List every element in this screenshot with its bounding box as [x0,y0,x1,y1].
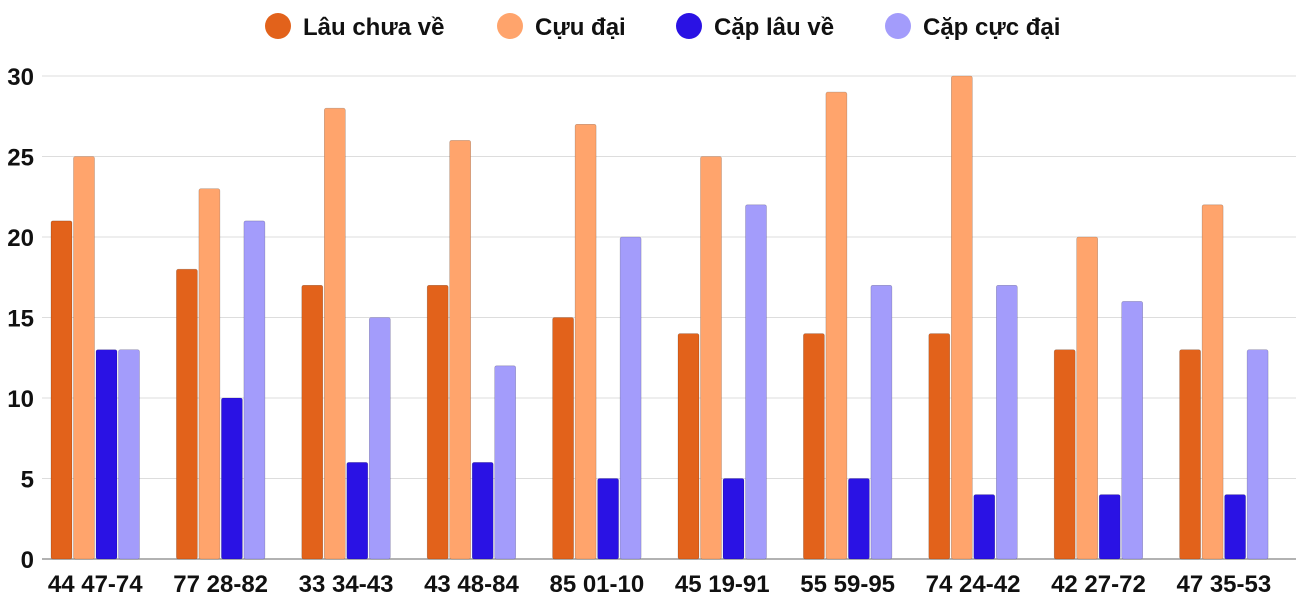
x-tick-label: 47 35-53 [1176,571,1271,598]
legend-swatch [885,13,911,39]
legend: Lâu chưa về Cựu đại Cặp lâu về Cặp cực đại [265,13,1060,41]
x-tick-label: 42 27-72 [1051,571,1146,598]
bar [722,478,745,560]
x-tick-label: 45 19-91 [675,571,770,598]
bar [848,478,870,560]
bar [426,284,449,560]
bar [1246,349,1269,560]
bar [1098,494,1121,560]
bar [1076,236,1098,560]
bar [995,284,1018,560]
x-axis-tick-labels: 44 47-74 77 28-82 33 34-43 43 48-84 85 01-10… [48,571,1271,598]
bar [471,462,494,560]
bars [50,75,1269,560]
bar [973,494,996,560]
bar [323,107,346,560]
bar [870,284,893,560]
bar [745,204,767,560]
y-tick-label: 25 [7,145,34,172]
bar [346,462,369,560]
bar [118,349,140,560]
bar [950,75,973,560]
legend-swatch [497,13,523,39]
legend-swatch [265,13,291,39]
bar [73,156,95,560]
bar [1121,301,1143,560]
bar [928,333,951,560]
y-axis-tick-labels: 0 5 10 15 20 25 30 [7,64,34,574]
bar [221,397,243,560]
bar [494,365,517,560]
x-tick-label: 77 28-82 [173,571,268,598]
bar [574,124,597,560]
bar [552,317,574,560]
bar [243,220,266,560]
y-tick-label: 20 [7,225,34,252]
bar [368,317,391,560]
legend-label: Lâu chưa về [303,14,444,41]
bar [803,333,825,560]
bar [1179,349,1201,560]
bar [176,268,198,560]
y-tick-label: 15 [7,306,34,333]
legend-label: Cựu đại [535,14,626,41]
legend-swatch [676,13,702,39]
y-tick-label: 0 [21,547,34,574]
bar [677,333,700,560]
bar [825,91,848,560]
legend-label: Cặp cực đại [923,14,1060,41]
bar [95,349,118,560]
bar [1224,494,1246,560]
legend-label: Cặp lâu về [714,14,834,41]
y-tick-label: 5 [21,467,34,494]
bar [700,156,722,560]
x-tick-label: 74 24-42 [926,571,1021,598]
bar [449,140,472,560]
bar [301,284,324,560]
bar [1201,204,1224,560]
x-tick-label: 43 48-84 [424,571,519,598]
x-tick-label: 33 34-43 [299,571,394,598]
bar [1053,349,1076,560]
bar [50,220,73,560]
x-tick-label: 44 47-74 [48,571,143,598]
x-tick-label: 55 59-95 [800,571,895,598]
x-tick-label: 85 01-10 [549,571,644,598]
bar [597,478,619,560]
bar [619,236,642,560]
y-tick-label: 30 [7,64,34,91]
y-tick-label: 10 [7,386,34,413]
bar [198,188,221,560]
